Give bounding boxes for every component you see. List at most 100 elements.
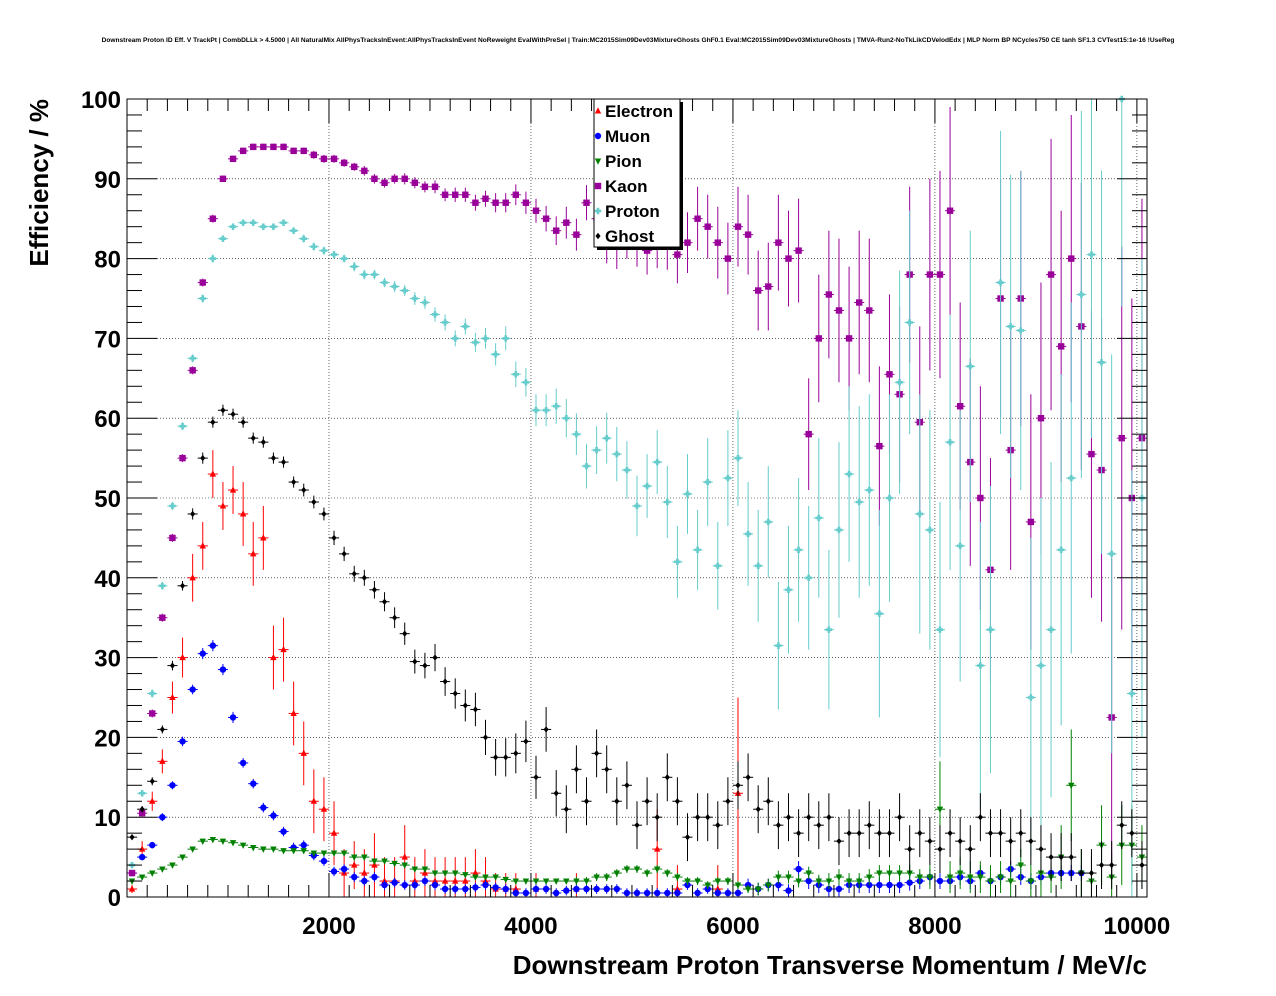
data-marker bbox=[1038, 845, 1044, 853]
data-marker bbox=[138, 845, 146, 852]
data-marker bbox=[250, 434, 256, 442]
data-marker bbox=[502, 335, 509, 342]
data-point bbox=[369, 580, 380, 599]
data-point bbox=[207, 254, 218, 263]
data-marker bbox=[351, 861, 358, 868]
data-marker bbox=[987, 878, 994, 885]
data-point bbox=[450, 678, 461, 709]
data-marker bbox=[633, 502, 641, 510]
data-point bbox=[197, 278, 208, 287]
data-point bbox=[692, 888, 703, 897]
data-marker bbox=[260, 223, 267, 230]
data-marker bbox=[331, 534, 337, 542]
data-point bbox=[187, 846, 198, 853]
data-point bbox=[440, 884, 451, 894]
data-point bbox=[985, 865, 996, 897]
data-marker bbox=[715, 821, 721, 829]
data-point bbox=[227, 223, 239, 230]
data-marker bbox=[643, 870, 651, 877]
data-marker bbox=[593, 446, 600, 454]
data-point bbox=[652, 888, 663, 897]
data-point bbox=[884, 865, 895, 882]
data-point bbox=[359, 876, 370, 886]
data-marker bbox=[411, 179, 419, 186]
data-point bbox=[298, 721, 309, 786]
data-point bbox=[480, 874, 491, 881]
data-marker bbox=[816, 821, 822, 829]
data-point bbox=[753, 250, 764, 331]
data-marker bbox=[866, 307, 873, 314]
data-marker bbox=[563, 415, 570, 422]
data-point bbox=[571, 413, 582, 455]
data-marker bbox=[210, 418, 216, 426]
data-marker bbox=[321, 510, 327, 518]
data-marker bbox=[462, 323, 469, 330]
data-marker bbox=[482, 195, 489, 202]
data-marker bbox=[209, 470, 217, 477]
data-marker bbox=[684, 239, 691, 246]
data-point bbox=[318, 154, 329, 163]
data-point bbox=[1046, 833, 1057, 882]
data-point bbox=[732, 761, 744, 810]
data-marker bbox=[583, 798, 590, 805]
data-marker bbox=[1118, 434, 1125, 442]
data-marker bbox=[775, 239, 782, 246]
data-point bbox=[1035, 498, 1047, 834]
data-marker bbox=[270, 812, 277, 819]
data-marker bbox=[886, 870, 893, 877]
data-marker bbox=[533, 774, 539, 781]
data-marker bbox=[573, 766, 579, 773]
data-point bbox=[551, 770, 562, 817]
data-point bbox=[288, 476, 299, 488]
data-marker bbox=[230, 411, 236, 418]
data-point bbox=[914, 809, 925, 858]
data-point bbox=[268, 846, 279, 853]
data-point bbox=[732, 881, 744, 890]
data-point bbox=[975, 521, 986, 810]
data-marker bbox=[633, 866, 641, 873]
data-marker bbox=[401, 881, 408, 889]
data-marker bbox=[613, 870, 621, 877]
data-point bbox=[318, 777, 329, 842]
data-marker bbox=[209, 642, 217, 649]
data-point bbox=[227, 155, 239, 163]
data-point bbox=[450, 870, 461, 877]
legend-item: Ghost bbox=[595, 227, 654, 246]
data-point bbox=[460, 318, 471, 335]
data-point bbox=[460, 187, 471, 202]
data-point bbox=[712, 801, 723, 850]
data-point bbox=[1015, 809, 1026, 858]
data-point bbox=[450, 330, 461, 347]
data-marker bbox=[937, 845, 943, 853]
data-point bbox=[440, 667, 451, 696]
data-marker bbox=[866, 821, 872, 829]
data-marker bbox=[916, 510, 923, 518]
data-marker bbox=[431, 311, 439, 318]
data-marker bbox=[946, 207, 954, 214]
data-point bbox=[167, 681, 178, 714]
data-point bbox=[652, 430, 663, 495]
data-marker bbox=[583, 885, 590, 893]
data-point bbox=[288, 848, 299, 855]
data-marker bbox=[179, 738, 186, 745]
data-marker bbox=[421, 183, 429, 190]
data-marker bbox=[815, 335, 822, 342]
x-axis-label: Downstream Proton Transverse Momentum / … bbox=[513, 950, 1147, 980]
data-marker bbox=[653, 866, 661, 873]
data-point bbox=[813, 874, 824, 888]
data-marker bbox=[765, 882, 772, 889]
data-marker bbox=[421, 299, 429, 306]
data-point bbox=[924, 865, 935, 890]
data-marker bbox=[371, 271, 378, 278]
data-point bbox=[409, 866, 420, 873]
data-marker bbox=[583, 462, 590, 470]
data-point bbox=[328, 850, 340, 857]
data-point bbox=[137, 790, 148, 797]
data-point bbox=[308, 850, 319, 857]
data-marker bbox=[724, 255, 732, 262]
data-point bbox=[207, 836, 218, 844]
data-point bbox=[813, 438, 824, 598]
x-tick-label: 2000 bbox=[302, 913, 355, 940]
data-marker bbox=[553, 889, 560, 897]
data-point bbox=[955, 817, 966, 866]
